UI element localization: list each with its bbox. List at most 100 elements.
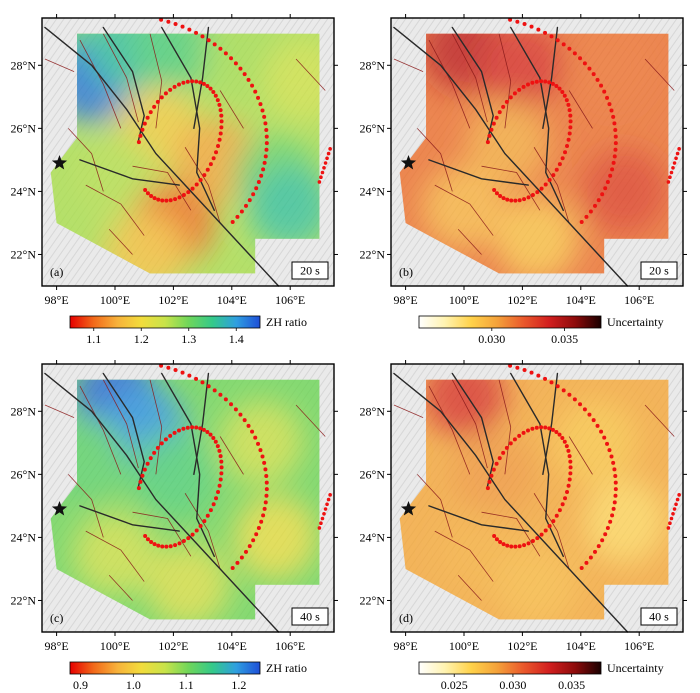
arc-dot [159, 95, 164, 100]
arc-dot [498, 539, 503, 544]
arc-dot [611, 460, 616, 465]
fault-major-group [44, 372, 280, 633]
arc-dot [180, 24, 185, 29]
arc-dot [605, 95, 610, 100]
arc-dot [592, 549, 597, 554]
arc-dot [612, 121, 617, 126]
arc-dot [230, 220, 235, 225]
arc-dot [549, 380, 554, 385]
arc-dot [215, 444, 220, 449]
colorbar-gradient [418, 661, 602, 675]
arc-dot [264, 141, 269, 146]
arc-dot [136, 140, 141, 145]
arc-dot [251, 192, 256, 197]
arc-dot [512, 437, 517, 442]
arc-dot [494, 191, 499, 196]
arc-dot [264, 487, 269, 492]
arc-dot [262, 506, 267, 511]
arc-dot [543, 30, 548, 35]
fault-minor [481, 165, 541, 211]
fault-minor [219, 90, 244, 129]
arc-dot [215, 98, 220, 103]
arc-dot [246, 77, 251, 82]
arc-dot [595, 77, 600, 82]
arc-dot [325, 156, 329, 161]
arc-dot [530, 193, 535, 198]
x-tick-label: 104°E [566, 639, 596, 653]
arc-dot [547, 426, 552, 431]
fault-minor [457, 574, 482, 601]
arc-dot [564, 444, 569, 449]
arc-dot [551, 519, 556, 524]
map-panel-a: 98°E 100°E 102°E 104°E 106°E 28°N 26°N 24°N 22°N… [11, 14, 338, 346]
fault-minor [393, 404, 424, 418]
arc-dot [218, 454, 223, 459]
arc-dot [239, 209, 244, 214]
arc-dot [504, 99, 509, 104]
arc-dot [187, 27, 192, 32]
fault-minor [149, 33, 163, 129]
arc-dot [262, 460, 267, 465]
arc-dot [509, 198, 514, 203]
arc-dot [264, 480, 269, 485]
epicenter-star-icon [400, 501, 417, 516]
arc-dot [560, 502, 565, 507]
arc-dot [568, 125, 573, 130]
arc-dot [529, 24, 534, 29]
y-tick-label: 28°N [360, 404, 386, 418]
arc-dot [565, 490, 570, 495]
arc-dot [522, 543, 527, 548]
arc-dot [508, 17, 513, 22]
fault-major [79, 159, 180, 186]
arc-dot [233, 407, 238, 412]
colorbar-tick-label: 1.1 [86, 332, 101, 346]
arc-dot [325, 502, 329, 507]
arc-dot [219, 459, 224, 464]
arc-dot [229, 402, 234, 407]
arc-dot [521, 84, 526, 89]
arc-dot [253, 89, 258, 94]
arc-dot [505, 543, 510, 548]
x-tick-label: 100°E [100, 639, 130, 653]
arc-dot [168, 87, 173, 92]
colorbar: 0.025 0.030 0.035 Uncertainty [418, 661, 664, 692]
arc-dot [176, 428, 181, 433]
arc-dot [320, 170, 325, 175]
period-box [291, 261, 329, 280]
arc-dot [530, 539, 535, 544]
arc-dot [159, 363, 164, 368]
fault-major [393, 26, 629, 287]
arc-dot [263, 500, 268, 505]
x-tick-label: 106°E [275, 293, 305, 307]
arc-dot [259, 173, 264, 178]
fault-major-group [393, 372, 629, 633]
arc-dot [155, 445, 160, 450]
y-tick-label: 22°N [360, 593, 386, 607]
arc-dot [561, 388, 566, 393]
arc-dot [190, 532, 195, 537]
fault-minor [67, 128, 104, 192]
arc-dot [242, 418, 247, 423]
arc-dot [504, 445, 509, 450]
arc-dot [591, 418, 596, 423]
y-tick-label: 26°N [360, 467, 386, 481]
y-tick-label: 24°N [11, 530, 37, 544]
fault-minor [451, 33, 488, 123]
colorbar-tick-label: 0.9 [73, 678, 88, 692]
arc-dot [566, 483, 571, 488]
fault-minor [184, 147, 221, 224]
arc-dot [534, 79, 539, 84]
arc-dot [551, 173, 556, 178]
arc-dot [491, 121, 496, 126]
arc-dot [254, 186, 259, 191]
period-box [291, 607, 329, 626]
arc-dot [672, 507, 677, 511]
fault-minor [67, 474, 104, 538]
arc-dot [136, 486, 141, 491]
arc-dot [138, 133, 143, 138]
arc-dot [251, 538, 256, 543]
arc-dot [317, 526, 322, 530]
arc-dot [613, 147, 618, 152]
arc-dot [142, 467, 147, 472]
arc-dot [563, 150, 568, 155]
